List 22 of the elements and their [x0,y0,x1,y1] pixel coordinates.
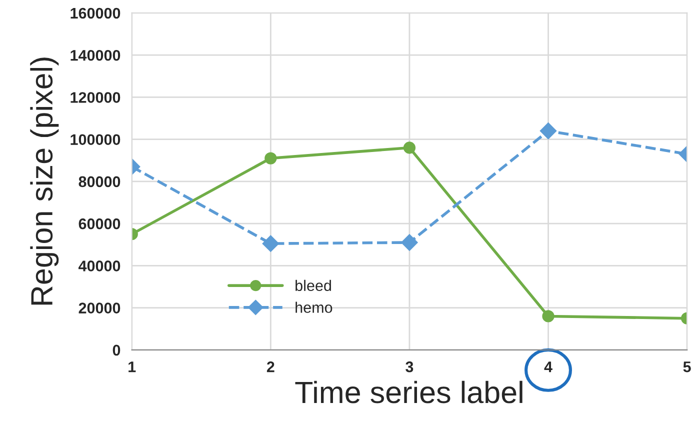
y-tick-label: 140000 [70,50,120,61]
y-tick-label: 100000 [70,134,120,146]
y-tick-label: 160000 [70,8,120,19]
y-tick-label: 80000 [78,176,120,188]
point [401,234,418,251]
x-tick-label: 4 [544,362,552,372]
y-tick-label: 0 [112,344,120,356]
y-tick-label: 60000 [78,218,120,230]
point [262,235,280,252]
y-tick-label: 20000 [78,302,120,314]
point [264,152,277,164]
legend-label: hemo [296,302,332,313]
x-tick-label: 1 [128,362,136,372]
y-tick-label: 120000 [70,92,120,103]
y-axis-title: Region size (pixel) [30,58,59,305]
x-tick-label: 2 [266,361,274,372]
x-tick-label: 5 [683,362,691,372]
point [403,142,416,154]
y-tick-label: 40000 [78,260,120,272]
legend-label: bleed [296,280,331,292]
x-axis-title: Time series label [295,380,522,404]
x-tick-label: 3 [406,361,414,372]
